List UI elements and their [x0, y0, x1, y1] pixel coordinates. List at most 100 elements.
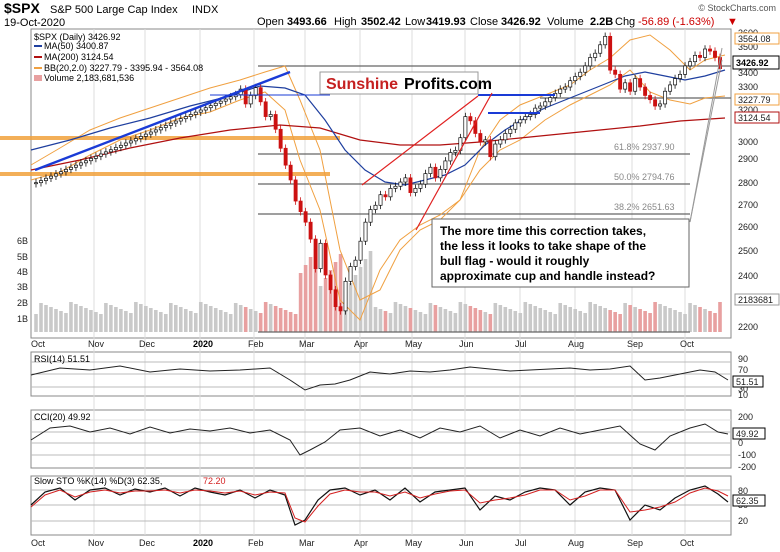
- volume-bar: [338, 254, 343, 332]
- volume-bar: [233, 303, 238, 332]
- price-tick-2400: 2400: [738, 271, 758, 281]
- price-axis: 3600 3500 3400 3300 3200 3000 2900 2800 …: [732, 28, 780, 332]
- tag-volume-text: 2183681: [738, 295, 773, 305]
- rsi-tick-30: 30: [738, 384, 748, 394]
- candle-body: [668, 84, 673, 92]
- candle-body: [598, 44, 603, 54]
- ma200-line: [30, 117, 726, 171]
- candle-body: [513, 122, 518, 130]
- bottom-month-mar: Mar: [299, 538, 315, 548]
- volume-bar: [673, 310, 677, 332]
- candle-body: [148, 131, 153, 135]
- volume-bar: [79, 306, 83, 332]
- volume-bar: [298, 273, 303, 332]
- candle-body: [293, 179, 298, 202]
- candle-body: [713, 50, 717, 58]
- volume-bar: [183, 309, 188, 332]
- candle-body: [528, 114, 533, 117]
- volume-bar: [173, 305, 178, 332]
- candle-body: [44, 177, 48, 181]
- candle-body: [373, 204, 378, 210]
- candle-body: [413, 188, 418, 193]
- month-sep: Sep: [627, 339, 643, 349]
- price-tick-2500: 2500: [738, 246, 758, 256]
- candle-body: [108, 149, 113, 153]
- candle-body: [313, 238, 318, 269]
- candle-body: [39, 180, 43, 184]
- rsi-tag-text: 51.51: [736, 377, 759, 387]
- bottom-month-feb: Feb: [248, 538, 264, 548]
- rsi-tag: [732, 375, 764, 388]
- volume-bar: [223, 312, 228, 332]
- volume-bar: [453, 313, 458, 332]
- volume-bar: [263, 302, 268, 332]
- volume-bar: [573, 309, 578, 332]
- open-label: Open: [257, 16, 284, 28]
- candle-body: [518, 119, 523, 124]
- sto-panel: Slow STO %K(14) %D(3) 62.35, 72.20 80 50…: [30, 476, 766, 526]
- month-mar: Mar: [299, 339, 315, 349]
- candle-body: [648, 95, 653, 101]
- candle-body: [323, 242, 328, 276]
- candle-body: [64, 169, 68, 173]
- candle-body: [343, 280, 348, 312]
- volume-bar: [538, 308, 543, 332]
- candle-body: [623, 82, 628, 90]
- candle-body: [138, 136, 143, 139]
- volume-bar: [393, 302, 398, 332]
- volume-value: 2.2B: [590, 16, 613, 28]
- candle-body: [123, 142, 128, 146]
- candle-body: [338, 306, 343, 312]
- volume-bar: [99, 314, 103, 332]
- volume-bar: [678, 312, 682, 332]
- month-oct-2020: Oct: [680, 339, 695, 349]
- volume-bar: [228, 314, 233, 332]
- candle-body: [473, 120, 478, 134]
- candle-body: [663, 90, 668, 105]
- candle-body: [503, 133, 508, 141]
- candle-body: [308, 221, 313, 240]
- candle-body: [523, 116, 528, 121]
- month-oct-2019: Oct: [31, 339, 46, 349]
- volume-bar: [293, 314, 298, 332]
- tag-volume: [734, 293, 780, 306]
- sto-tag-text: 62.35: [736, 496, 759, 506]
- candle-body: [408, 177, 413, 193]
- month-nov: Nov: [88, 339, 105, 349]
- annotation-line-2: the less it looks to take shape of the: [440, 239, 646, 253]
- candle-body: [448, 152, 453, 162]
- candle-body: [538, 105, 543, 109]
- rsi-panel: RSI(14) 51.51 90 70 30 10 51.51: [30, 354, 764, 400]
- candle-body: [568, 80, 573, 88]
- cci-tick-neg200: -200: [738, 462, 756, 472]
- volume-bar: [49, 307, 53, 332]
- candle-body: [178, 118, 183, 122]
- legend-volume-swatch: [34, 75, 42, 81]
- volume-bar: [698, 307, 702, 332]
- volume-bar: [613, 312, 617, 332]
- watermark-part1: Sunshine: [326, 76, 398, 93]
- price-tick-3300: 3300: [738, 82, 758, 92]
- candle-body: [703, 48, 707, 58]
- candle-body: [173, 120, 178, 124]
- volume-bar: [39, 303, 43, 332]
- candle-body: [393, 185, 398, 189]
- volume-bar: [353, 275, 358, 332]
- volume-bar: [198, 302, 203, 332]
- volume-bar: [558, 303, 563, 332]
- legend-ma50: MA(50) 3400.87: [44, 41, 109, 51]
- tag-close: [732, 55, 780, 70]
- volume-bar: [283, 310, 288, 332]
- bottom-month-oct-2019: Oct: [31, 538, 46, 548]
- candle-body: [268, 114, 273, 117]
- volume-bar: [109, 305, 113, 332]
- volume-bar: [313, 249, 318, 332]
- volume-bar: [114, 307, 118, 332]
- exchange-name: INDX: [192, 4, 219, 16]
- candle-body: [368, 209, 373, 223]
- volume-bar: [44, 305, 48, 332]
- fib-label-618: 61.8% 2937.90: [614, 142, 675, 152]
- high-value: 3502.42: [361, 16, 401, 28]
- volume-bar: [588, 302, 592, 332]
